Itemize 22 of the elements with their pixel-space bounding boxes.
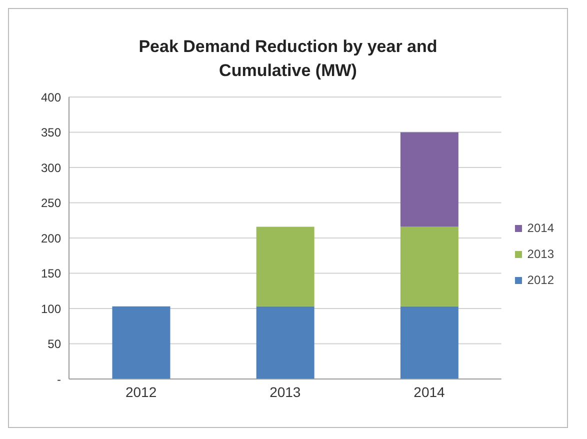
x-tick-label: 2014 [414,384,446,400]
y-tick-label: 100 [40,302,62,316]
bar [400,306,458,379]
x-tick-label: 2012 [125,384,157,400]
y-tick-label: 50 [48,337,62,352]
bar [256,226,314,306]
legend-label: 2013 [527,247,554,261]
y-tick-label: 400 [40,90,62,104]
x-tick-label: 2013 [270,384,301,400]
bar [400,226,458,306]
y-tick-label: 150 [40,266,62,281]
chart-title: Peak Demand Reduction by year and Cumulative (MW) [138,36,438,82]
legend-label: 2014 [527,221,554,235]
bar [400,132,458,227]
y-tick-label: 250 [40,196,62,210]
bar [256,306,314,379]
y-tick-label: 350 [40,126,62,140]
y-tick-label: - [57,372,61,386]
legend-label: 2012 [527,273,554,287]
y-tick-label: 200 [40,231,62,246]
y-tick-label: 300 [40,160,62,175]
bar [112,306,170,379]
